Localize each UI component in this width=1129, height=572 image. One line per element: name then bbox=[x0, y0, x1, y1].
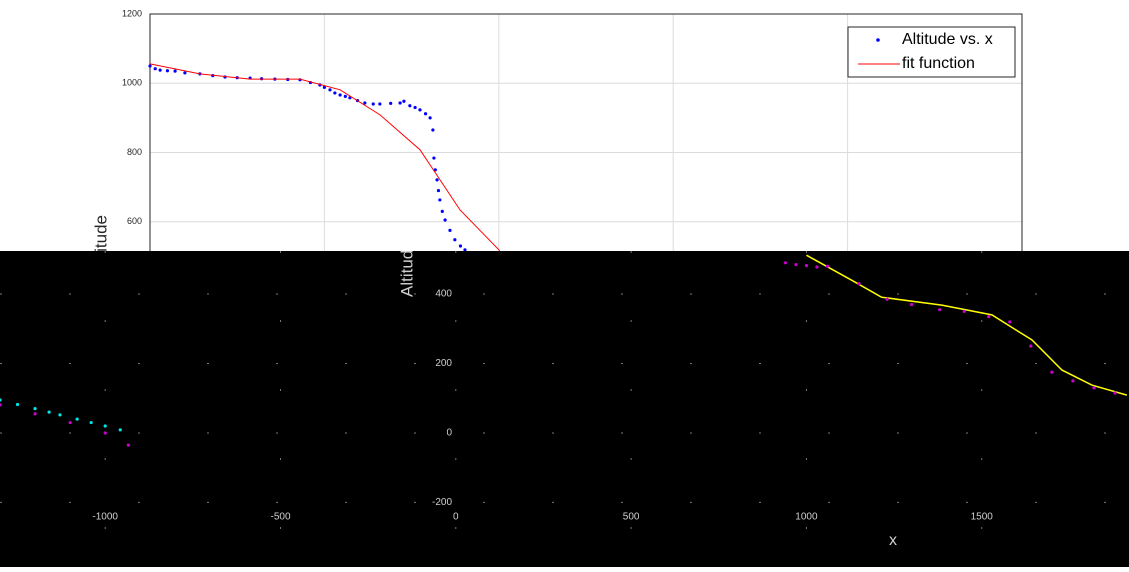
x-tick-label: 1000 bbox=[795, 512, 818, 523]
data-point bbox=[33, 412, 36, 415]
data-point bbox=[408, 104, 411, 107]
y-tick-label: 800 bbox=[127, 147, 142, 157]
x-axis-label: x bbox=[889, 532, 897, 549]
legend: Altitude vs. x fit function bbox=[848, 27, 1015, 77]
x-tick-label: 1500 bbox=[971, 512, 994, 523]
data-point bbox=[47, 411, 50, 414]
overlay-background bbox=[0, 251, 1129, 567]
data-point bbox=[432, 156, 435, 159]
data-point bbox=[794, 263, 797, 266]
data-point bbox=[1008, 320, 1011, 323]
data-point bbox=[437, 189, 440, 192]
data-point bbox=[1029, 345, 1032, 348]
data-point bbox=[333, 91, 336, 94]
data-point bbox=[987, 315, 990, 318]
data-point bbox=[159, 68, 162, 71]
y-tick-label: 400 bbox=[435, 289, 452, 300]
data-point bbox=[441, 210, 444, 213]
data-point bbox=[438, 198, 441, 201]
data-point bbox=[344, 95, 347, 98]
y-tick-label: 1000 bbox=[122, 78, 142, 88]
data-point bbox=[459, 244, 462, 247]
data-point bbox=[805, 264, 808, 267]
data-point bbox=[119, 428, 122, 431]
data-point bbox=[857, 282, 860, 285]
data-point bbox=[378, 102, 381, 105]
data-point bbox=[58, 413, 61, 416]
data-point bbox=[398, 101, 401, 104]
data-point bbox=[402, 100, 405, 103]
y-tick-label: 600 bbox=[127, 216, 142, 226]
x-tick-label: -1000 bbox=[92, 512, 118, 523]
figure: 60080010001200AltitudeAltitude vs. xfit … bbox=[0, 0, 1129, 567]
data-point bbox=[69, 421, 72, 424]
data-point bbox=[428, 116, 431, 119]
data-point bbox=[938, 308, 941, 311]
data-point bbox=[1050, 371, 1053, 374]
data-point bbox=[885, 298, 888, 301]
data-point bbox=[1113, 391, 1116, 394]
data-point bbox=[104, 424, 107, 427]
data-point bbox=[338, 93, 341, 96]
data-point bbox=[435, 178, 438, 181]
data-point bbox=[90, 421, 93, 424]
data-point bbox=[453, 238, 456, 241]
data-point bbox=[815, 265, 818, 268]
data-point bbox=[784, 261, 787, 264]
data-point bbox=[104, 431, 107, 434]
x-tick-label: 0 bbox=[453, 512, 459, 523]
y-tick-label: 0 bbox=[446, 428, 452, 439]
data-point bbox=[1092, 386, 1095, 389]
legend-label: Altitude vs. x bbox=[902, 31, 993, 48]
page: 60080010001200AltitudeAltitude vs. xfit … bbox=[0, 0, 1129, 572]
data-point bbox=[413, 106, 416, 109]
data-point bbox=[963, 310, 966, 313]
data-point bbox=[1071, 379, 1074, 382]
data-point bbox=[463, 248, 466, 251]
data-point bbox=[448, 229, 451, 232]
data-point bbox=[389, 102, 392, 105]
legend-label: fit function bbox=[902, 55, 975, 72]
data-point bbox=[826, 265, 829, 268]
data-point bbox=[166, 69, 169, 72]
data-point bbox=[127, 444, 130, 447]
data-point bbox=[418, 108, 421, 111]
data-point bbox=[174, 70, 177, 73]
data-point bbox=[443, 218, 446, 221]
data-point bbox=[33, 407, 36, 410]
y-tick-label: 1200 bbox=[122, 8, 142, 18]
data-point bbox=[372, 102, 375, 105]
legend-swatch bbox=[876, 38, 880, 42]
data-point bbox=[910, 303, 913, 306]
data-point bbox=[76, 417, 79, 420]
data-point bbox=[431, 128, 434, 131]
data-point bbox=[154, 67, 157, 70]
x-tick-label: 500 bbox=[623, 512, 640, 523]
x-tick-label: -500 bbox=[270, 512, 290, 523]
data-point bbox=[16, 403, 19, 406]
y-tick-label: -200 bbox=[432, 497, 452, 508]
y-tick-label: 200 bbox=[435, 358, 452, 369]
data-point bbox=[328, 88, 331, 91]
data-point bbox=[424, 112, 427, 115]
data-point bbox=[148, 64, 151, 67]
data-point bbox=[183, 71, 186, 74]
